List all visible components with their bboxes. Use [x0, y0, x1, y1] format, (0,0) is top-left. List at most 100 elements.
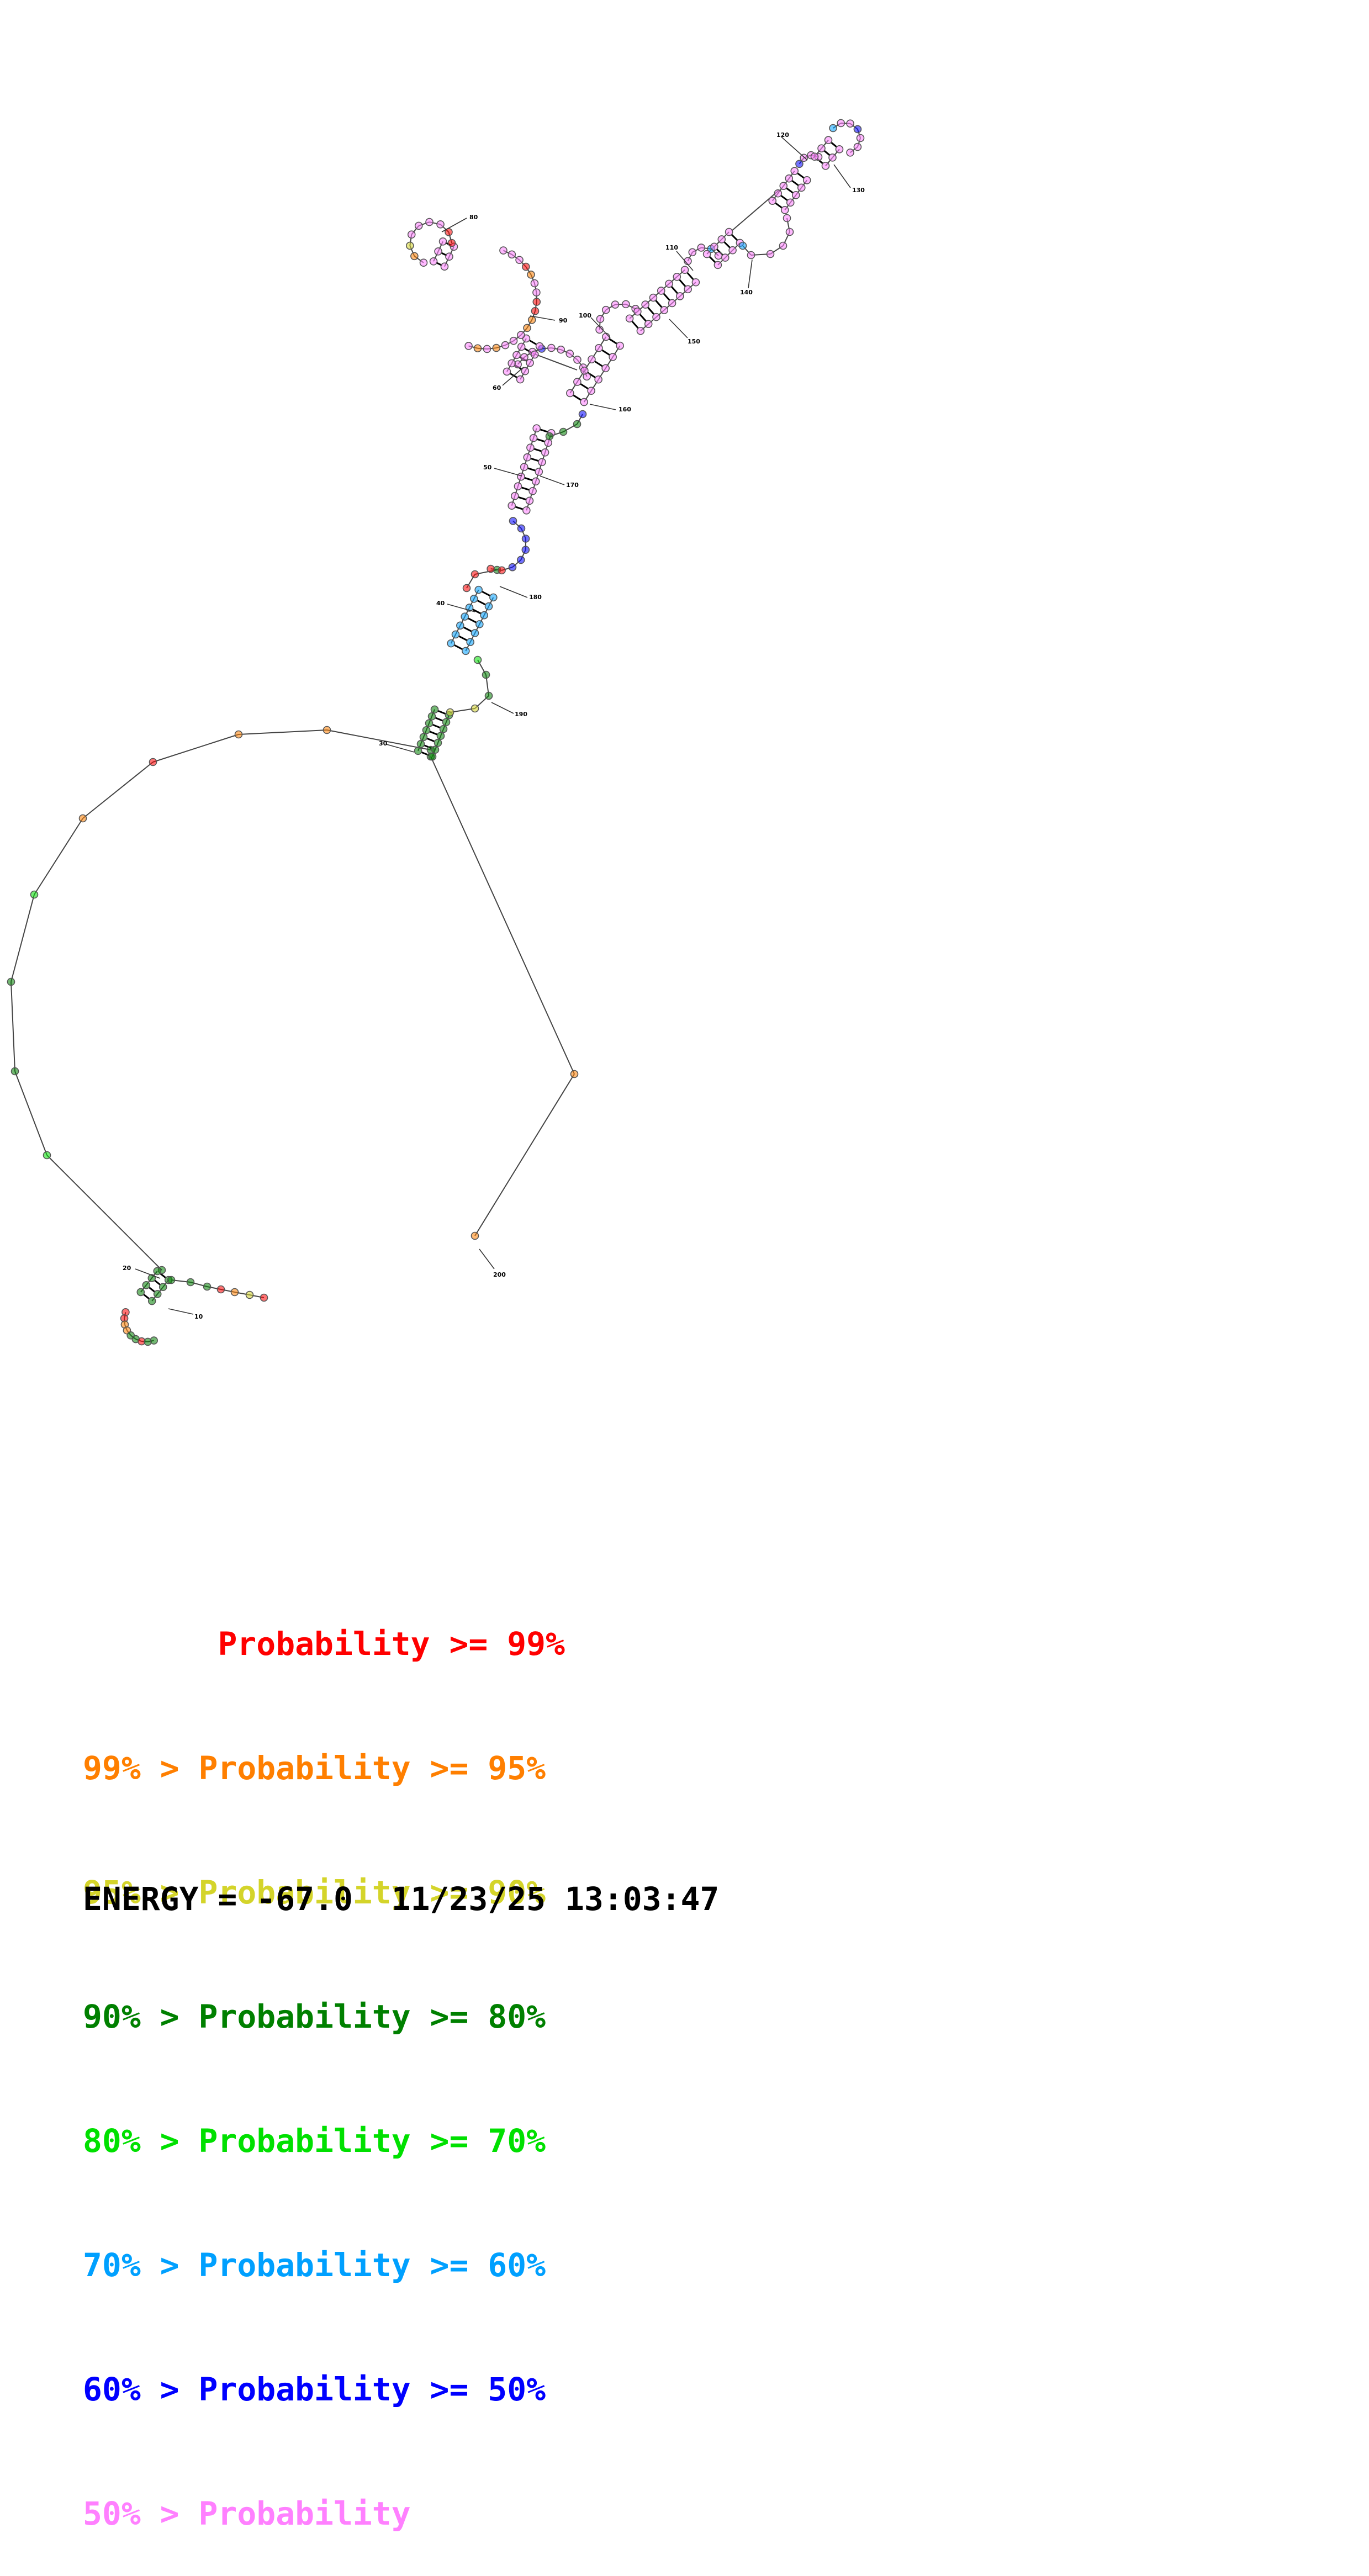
index-label-200: 200	[493, 1271, 506, 1278]
nucleotide	[475, 586, 482, 594]
legend-prefix: 60% >	[83, 2371, 199, 2408]
nucleotide	[435, 248, 442, 255]
legend-text: Probability >= 70%	[199, 2122, 546, 2160]
nucleotide	[649, 294, 657, 301]
nucleotide	[440, 238, 447, 245]
nucleotide	[542, 449, 549, 456]
nucleotide	[462, 647, 469, 654]
nucleotide	[642, 301, 649, 308]
nucleotide	[689, 248, 696, 256]
nucleotide	[517, 473, 525, 480]
index-label-190: 190	[515, 711, 527, 718]
legend-row-70: 80% > Probability >= 70%	[83, 2120, 565, 2162]
nucleotide	[463, 585, 471, 592]
nucleotide	[441, 263, 448, 270]
nucleotide	[415, 222, 422, 229]
nucleotide	[503, 368, 510, 375]
legend-prefix: 70% >	[83, 2246, 199, 2284]
nucleotide	[602, 306, 610, 314]
nucleotide	[533, 289, 540, 296]
nucleotide	[447, 640, 454, 647]
nucleotide	[457, 622, 464, 629]
nucleotide	[417, 740, 425, 748]
legend-row-95: 99% > Probability >= 95%	[83, 1748, 565, 1789]
nucleotide	[580, 399, 588, 406]
nucleotide	[448, 240, 456, 247]
nucleotide	[508, 359, 515, 367]
nucleotide	[780, 242, 787, 250]
nucleotide	[493, 345, 500, 352]
nucleotide	[669, 299, 676, 306]
legend-prefix: 90% >	[83, 1998, 199, 2035]
nucleotide	[426, 720, 433, 727]
nucleotide	[847, 149, 854, 156]
nucleotides	[8, 119, 864, 1345]
nucleotide	[726, 229, 733, 236]
nucleotide	[637, 327, 644, 335]
nucleotide	[476, 621, 483, 628]
index-label-30: 30	[379, 740, 388, 747]
nucleotide	[154, 1290, 161, 1298]
nucleotide	[168, 1277, 175, 1284]
nucleotide	[408, 231, 415, 238]
nucleotide	[634, 308, 641, 315]
nucleotide	[261, 1294, 268, 1302]
nucleotide	[452, 631, 459, 638]
nucleotide	[836, 146, 843, 153]
nucleotide	[774, 190, 781, 197]
nucleotide	[510, 517, 517, 525]
nucleotide	[521, 353, 528, 361]
nucleotide	[533, 298, 540, 305]
nucleotide	[498, 567, 505, 574]
nucleotide	[602, 333, 610, 340]
nucleotide	[514, 483, 521, 490]
nucleotide	[485, 603, 492, 610]
nucleotide	[645, 320, 652, 327]
legend-text: Probability >= 60%	[199, 2246, 546, 2284]
nucleotide	[513, 351, 520, 358]
legend-row-99: Probability >= 99%	[83, 1623, 565, 1665]
nucleotide	[524, 454, 531, 461]
nucleotide	[8, 978, 15, 986]
nucleotide	[142, 1282, 150, 1289]
nucleotide	[704, 251, 711, 258]
nucleotide	[854, 125, 861, 133]
nucleotide	[518, 343, 525, 350]
nucleotide	[825, 136, 832, 144]
nucleotide	[474, 657, 482, 664]
nucleotide	[574, 421, 581, 428]
nucleotide	[187, 1279, 194, 1286]
nucleotide	[246, 1292, 253, 1299]
legend-row-80: 90% > Probability >= 80%	[83, 1996, 565, 2038]
nucleotide	[811, 153, 818, 160]
legend-prefix: 50% >	[83, 2495, 199, 2532]
nucleotide	[446, 253, 453, 260]
index-label-180: 180	[529, 594, 542, 601]
nucleotide	[511, 493, 519, 500]
nucleotide	[602, 364, 609, 372]
nucleotide	[517, 331, 525, 338]
nucleotide	[729, 247, 736, 254]
nucleotide	[571, 1071, 578, 1078]
nucleotide	[653, 314, 660, 321]
nucleotide	[471, 630, 478, 637]
nucleotide	[472, 705, 479, 712]
nucleotide	[426, 219, 433, 226]
nucleotide	[522, 546, 529, 553]
nucleotide	[528, 316, 536, 324]
nucleotide	[461, 613, 468, 620]
nucleotide	[411, 252, 418, 260]
nucleotide	[465, 342, 472, 350]
nucleotide	[804, 177, 811, 184]
nucleotide	[531, 351, 538, 358]
nucleotide	[524, 324, 531, 331]
nucleotide	[665, 280, 673, 287]
nucleotide	[557, 346, 564, 353]
nucleotide	[791, 167, 798, 174]
nucleotide	[510, 337, 517, 345]
legend-prefix	[83, 1625, 218, 1663]
index-label-140: 140	[740, 289, 753, 296]
nucleotide	[718, 236, 725, 243]
nucleotide	[829, 125, 837, 132]
nucleotide	[560, 429, 567, 436]
